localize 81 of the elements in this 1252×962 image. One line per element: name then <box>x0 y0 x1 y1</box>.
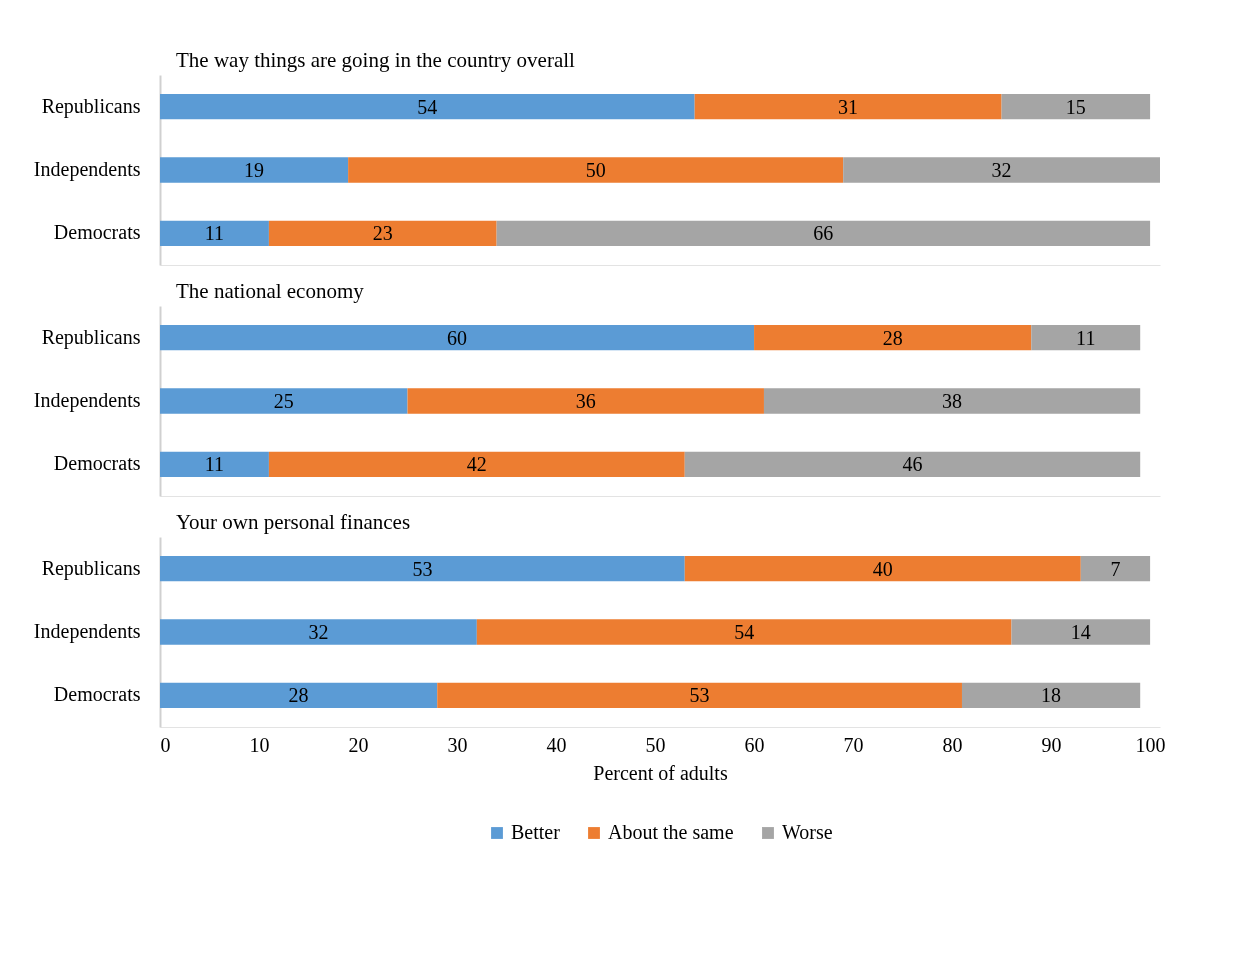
y-tick-label: Democrats <box>53 221 141 244</box>
x-tick-label: 30 <box>447 733 468 756</box>
data-label: 50 <box>585 159 606 181</box>
bar <box>763 388 1141 414</box>
x-tick-label: 20 <box>348 733 369 756</box>
x-tick-label: 40 <box>546 733 567 756</box>
data-label: 54 <box>734 621 755 643</box>
data-label: 53 <box>689 684 710 707</box>
bar <box>1011 619 1151 645</box>
bar <box>1031 325 1141 351</box>
data-label: 25 <box>273 390 294 412</box>
bar <box>268 451 685 477</box>
bar <box>160 157 349 183</box>
data-label: 60 <box>447 326 468 349</box>
bar <box>407 388 764 414</box>
bar <box>1001 94 1151 120</box>
chart-title: Your own personal finances <box>176 510 411 534</box>
bar <box>348 157 844 183</box>
bar <box>843 157 1160 183</box>
data-label: 28 <box>288 684 309 707</box>
y-tick-label: Republicans <box>41 556 141 580</box>
bar <box>1080 556 1151 582</box>
bar <box>694 94 1002 120</box>
data-label: 15 <box>1065 95 1086 118</box>
data-label: 40 <box>872 557 893 580</box>
x-tick-label: 0 <box>160 733 171 756</box>
data-label: 11 <box>204 222 225 245</box>
bar <box>160 220 269 246</box>
data-label: 19 <box>244 159 265 181</box>
y-tick-label: Democrats <box>53 452 141 475</box>
bar <box>160 325 755 351</box>
data-label: 46 <box>902 453 923 476</box>
data-label: 32 <box>308 621 329 643</box>
bar <box>160 94 695 120</box>
data-label: 28 <box>882 326 903 349</box>
x-tick-label: 50 <box>645 733 666 756</box>
data-label: 11 <box>1076 326 1096 349</box>
y-tick-label: Republicans <box>41 325 141 349</box>
bar <box>437 682 962 708</box>
bar <box>961 682 1141 708</box>
data-label: 42 <box>466 453 487 476</box>
chart-title: The national economy <box>176 279 365 303</box>
x-tick-label: 90 <box>1041 733 1062 756</box>
data-label: 54 <box>417 95 438 118</box>
bar <box>160 388 408 414</box>
data-label: 66 <box>813 222 834 245</box>
x-axis-title: Percent of adults <box>593 761 728 784</box>
chart-title: The way things are going in the country overall <box>176 48 576 72</box>
bar <box>268 220 497 246</box>
y-tick-label: Republicans <box>41 94 141 118</box>
bar <box>684 451 1141 477</box>
bar <box>160 619 477 645</box>
legend-label: Worse <box>782 821 833 843</box>
legend-label: Better <box>511 821 561 843</box>
bar <box>496 220 1151 246</box>
data-label: 53 <box>412 557 433 580</box>
x-tick-label: 100 <box>1135 733 1166 756</box>
x-tick-label: 80 <box>942 733 963 756</box>
y-tick-label: Independents <box>33 158 141 181</box>
bar <box>160 682 438 708</box>
legend-label: About the same <box>608 821 734 843</box>
data-label: 14 <box>1070 621 1091 643</box>
data-label: 32 <box>991 159 1012 181</box>
y-tick-label: Democrats <box>53 683 141 706</box>
y-tick-label: Independents <box>33 389 141 412</box>
bar <box>476 619 1012 645</box>
data-label: 7 <box>1110 557 1121 580</box>
data-label: 38 <box>942 390 963 412</box>
bar <box>754 325 1032 351</box>
bar <box>160 451 269 477</box>
data-label: 36 <box>575 390 596 412</box>
x-tick-label: 10 <box>249 733 270 756</box>
y-tick-label: Independents <box>33 620 141 643</box>
x-tick-label: 60 <box>744 733 765 756</box>
bar <box>684 556 1081 582</box>
x-tick-label: 70 <box>843 733 864 756</box>
bar <box>160 556 685 582</box>
data-label: 23 <box>372 222 393 245</box>
data-label: 18 <box>1041 684 1062 707</box>
data-label: 11 <box>204 453 225 476</box>
data-label: 31 <box>838 95 859 118</box>
